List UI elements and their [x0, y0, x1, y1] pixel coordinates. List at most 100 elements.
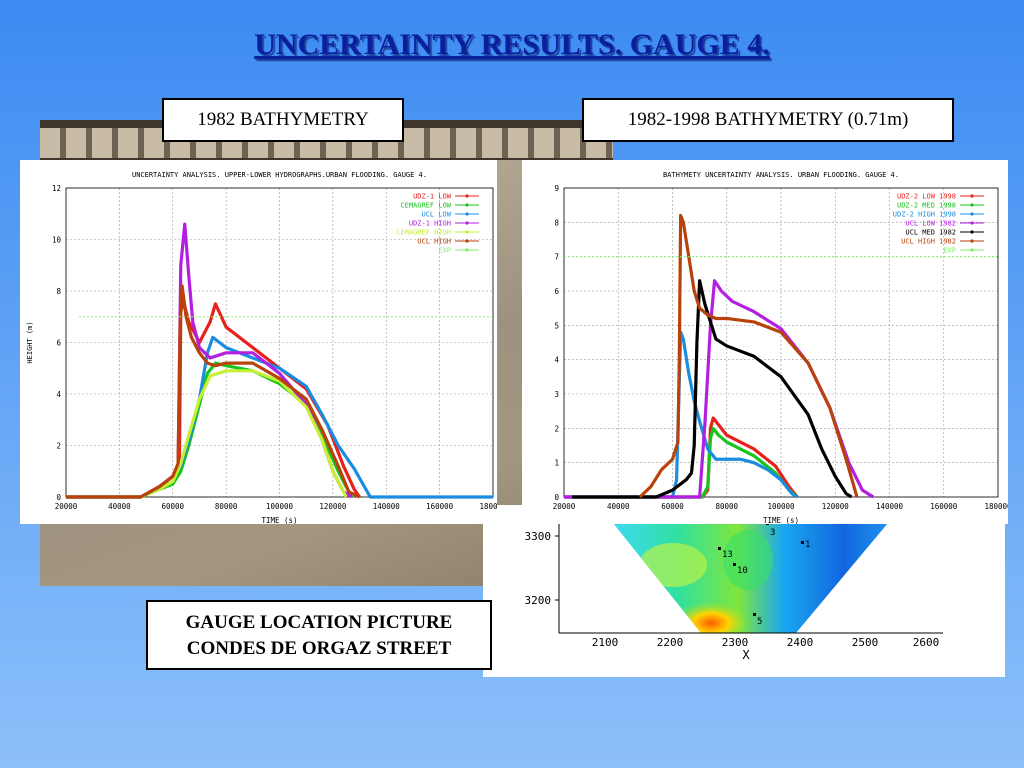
- label-1982-1998-bathymetry: 1982-1998 BATHYMETRY (0.71m): [582, 98, 954, 142]
- gauge-location-caption: GAUGE LOCATION PICTURE CONDES DE ORGAZ S…: [146, 600, 492, 670]
- chart-0-series-line: [66, 299, 361, 499]
- chart-0-xtick-label: 120000: [319, 502, 347, 511]
- map-xtick: 2400: [787, 636, 814, 649]
- chart-0-legend-marker: [465, 248, 469, 252]
- chart-1-legend-entry: UCL HIGH 1982: [901, 238, 956, 246]
- chart-panel-1982-1998: BATHYMETY UNCERTAINTY ANALYSIS. URBAN FL…: [522, 160, 1012, 525]
- chart-1-ytick-label: 8: [554, 218, 559, 227]
- map-gauge-label: 3: [770, 528, 775, 538]
- chart-1-series-line: [572, 279, 853, 499]
- chart-0-series-line: [66, 284, 361, 499]
- chart-0-legend-marker: [465, 203, 469, 207]
- chart-1-xlabel: TIME (s): [763, 516, 799, 524]
- chart-1-ytick-label: 4: [554, 356, 559, 365]
- chart-0-legend-entry: UDZ-1 LOW: [413, 193, 452, 201]
- chart-0-ytick-label: 12: [52, 184, 61, 193]
- chart-0-legend-entry: UDZ-1 HIGH: [409, 220, 451, 228]
- chart-0-xtick-label: 140000: [373, 502, 401, 511]
- map-xtick: 2200: [657, 636, 684, 649]
- chart-0-ytick-label: 4: [56, 390, 61, 399]
- map-ytick: 3300: [525, 530, 552, 543]
- chart-0-legend-marker: [465, 239, 469, 243]
- chart-panel-1982: UNCERTAINTY ANALYSIS. UPPER-LOWER HYDROG…: [20, 160, 507, 525]
- chart-1-legend-marker: [970, 194, 974, 198]
- chart-0-ytick-label: 6: [56, 339, 61, 348]
- chart-0-ytick-label: 2: [56, 442, 61, 451]
- chart-1-legend-entry: UDZ-2 MED 1998: [897, 202, 956, 210]
- map-gauge-label: 5: [757, 617, 762, 627]
- chart-0-xtick-label: 40000: [108, 502, 131, 511]
- chart-1-legend-entry: UCL MED 1982: [905, 229, 956, 237]
- chart-0-legend-marker: [465, 194, 469, 198]
- chart-1-ytick-label: 6: [554, 287, 559, 296]
- chart-1-legend-marker: [970, 230, 974, 234]
- chart-1-xtick-label: 60000: [661, 502, 684, 511]
- chart-1-legend-marker: [970, 239, 974, 243]
- label-1982-bathymetry: 1982 BATHYMETRY: [162, 98, 404, 142]
- chart-0-series-line: [66, 222, 353, 499]
- chart-0-legend-entry: CEMAGREF HIGH: [396, 229, 451, 237]
- chart-0-title: UNCERTAINTY ANALYSIS. UPPER-LOWER HYDROG…: [132, 171, 427, 179]
- chart-0-xtick-label: 160000: [426, 502, 454, 511]
- map-gauge-label: 13: [722, 550, 733, 560]
- chart-1-frame: [563, 187, 999, 498]
- chart-1-ytick-label: 7: [554, 253, 559, 262]
- map-xtick: 2500: [852, 636, 879, 649]
- chart-1-legend-marker: [970, 212, 974, 216]
- chart-1-ytick-label: 5: [554, 321, 559, 330]
- chart-1-legend-marker: [970, 203, 974, 207]
- hydrograph-chart-1982: UNCERTAINTY ANALYSIS. UPPER-LOWER HYDROG…: [26, 171, 507, 525]
- chart-1-xtick-label: 20000: [553, 502, 576, 511]
- chart-0-ytick-label: 10: [52, 236, 62, 245]
- chart-0-xtick-label: 60000: [161, 502, 184, 511]
- chart-1-xtick-label: 100000: [767, 502, 795, 511]
- chart-0-xtick-label: 20000: [55, 502, 78, 511]
- slide-title: UNCERTAINTY RESULTS. GAUGE 4.: [254, 28, 770, 61]
- chart-1-legend-entry: UDZ-2 LOW 1998: [897, 193, 956, 201]
- map-gauge-label: 1: [805, 540, 810, 550]
- chart-1-legend-marker: [970, 248, 974, 252]
- chart-1-xtick-label: 80000: [715, 502, 738, 511]
- chart-0-legend-entry: CEMAGREF LOW: [400, 202, 451, 210]
- map-gauge-label: 10: [737, 566, 748, 576]
- map-xtick: 2100: [592, 636, 619, 649]
- map-xtick: 2300: [722, 636, 749, 649]
- chart-1-ytick-label: 0: [554, 493, 559, 502]
- chart-0-legend-marker: [465, 230, 469, 234]
- map-ytick: 3200: [525, 594, 552, 607]
- chart-0-ytick-label: 8: [56, 287, 61, 296]
- chart-1-xtick-label: 40000: [607, 502, 630, 511]
- chart-1-ytick-label: 2: [554, 424, 559, 433]
- chart-1-ytick-label: 9: [554, 184, 559, 193]
- chart-0-legend-marker: [465, 212, 469, 216]
- chart-0-legend-entry: EXP: [438, 247, 451, 255]
- chart-1-xtick-label: 160000: [930, 502, 958, 511]
- chart-0-xlabel: TIME (s): [261, 516, 297, 524]
- chart-0-xtick-label: 100000: [266, 502, 294, 511]
- chart-1-ytick-label: 1: [554, 459, 559, 468]
- chart-0-series-line: [66, 369, 348, 499]
- gauge-caption-line-2: CONDES DE ORGAZ STREET: [186, 638, 452, 659]
- chart-0-legend-entry: UCL LOW: [421, 211, 451, 219]
- chart-1-legend-entry: EXP: [943, 247, 956, 255]
- chart-0-series-line: [66, 361, 353, 499]
- chart-0-legend-entry: UCL HIGH: [417, 238, 451, 246]
- gauge-caption-line-1: GAUGE LOCATION PICTURE: [185, 612, 453, 633]
- chart-1-ytick-label: 3: [554, 390, 559, 399]
- chart-1-legend-entry: UCL LOW 1982: [905, 220, 956, 228]
- chart-0-ylabel: HEIGHT (m): [26, 321, 34, 363]
- chart-0-legend-marker: [465, 221, 469, 225]
- chart-1-series-line: [564, 279, 875, 499]
- chart-1-legend-entry: UDZ-2 HIGH 1998: [893, 211, 956, 219]
- chart-0-frame: [65, 187, 494, 498]
- map-xlabel: X: [742, 648, 750, 662]
- chart-1-xtick-label: 120000: [822, 502, 850, 511]
- map-xtick: 2600: [913, 636, 940, 649]
- chart-1-title: BATHYMETY UNCERTAINTY ANALYSIS. URBAN FL…: [663, 171, 899, 179]
- chart-0-xtick-label: 80000: [215, 502, 238, 511]
- chart-1-xtick-label: 140000: [876, 502, 904, 511]
- chart-1-legend-marker: [970, 221, 974, 225]
- hydrograph-chart-1982-1998: BATHYMETY UNCERTAINTY ANALYSIS. URBAN FL…: [553, 171, 1012, 525]
